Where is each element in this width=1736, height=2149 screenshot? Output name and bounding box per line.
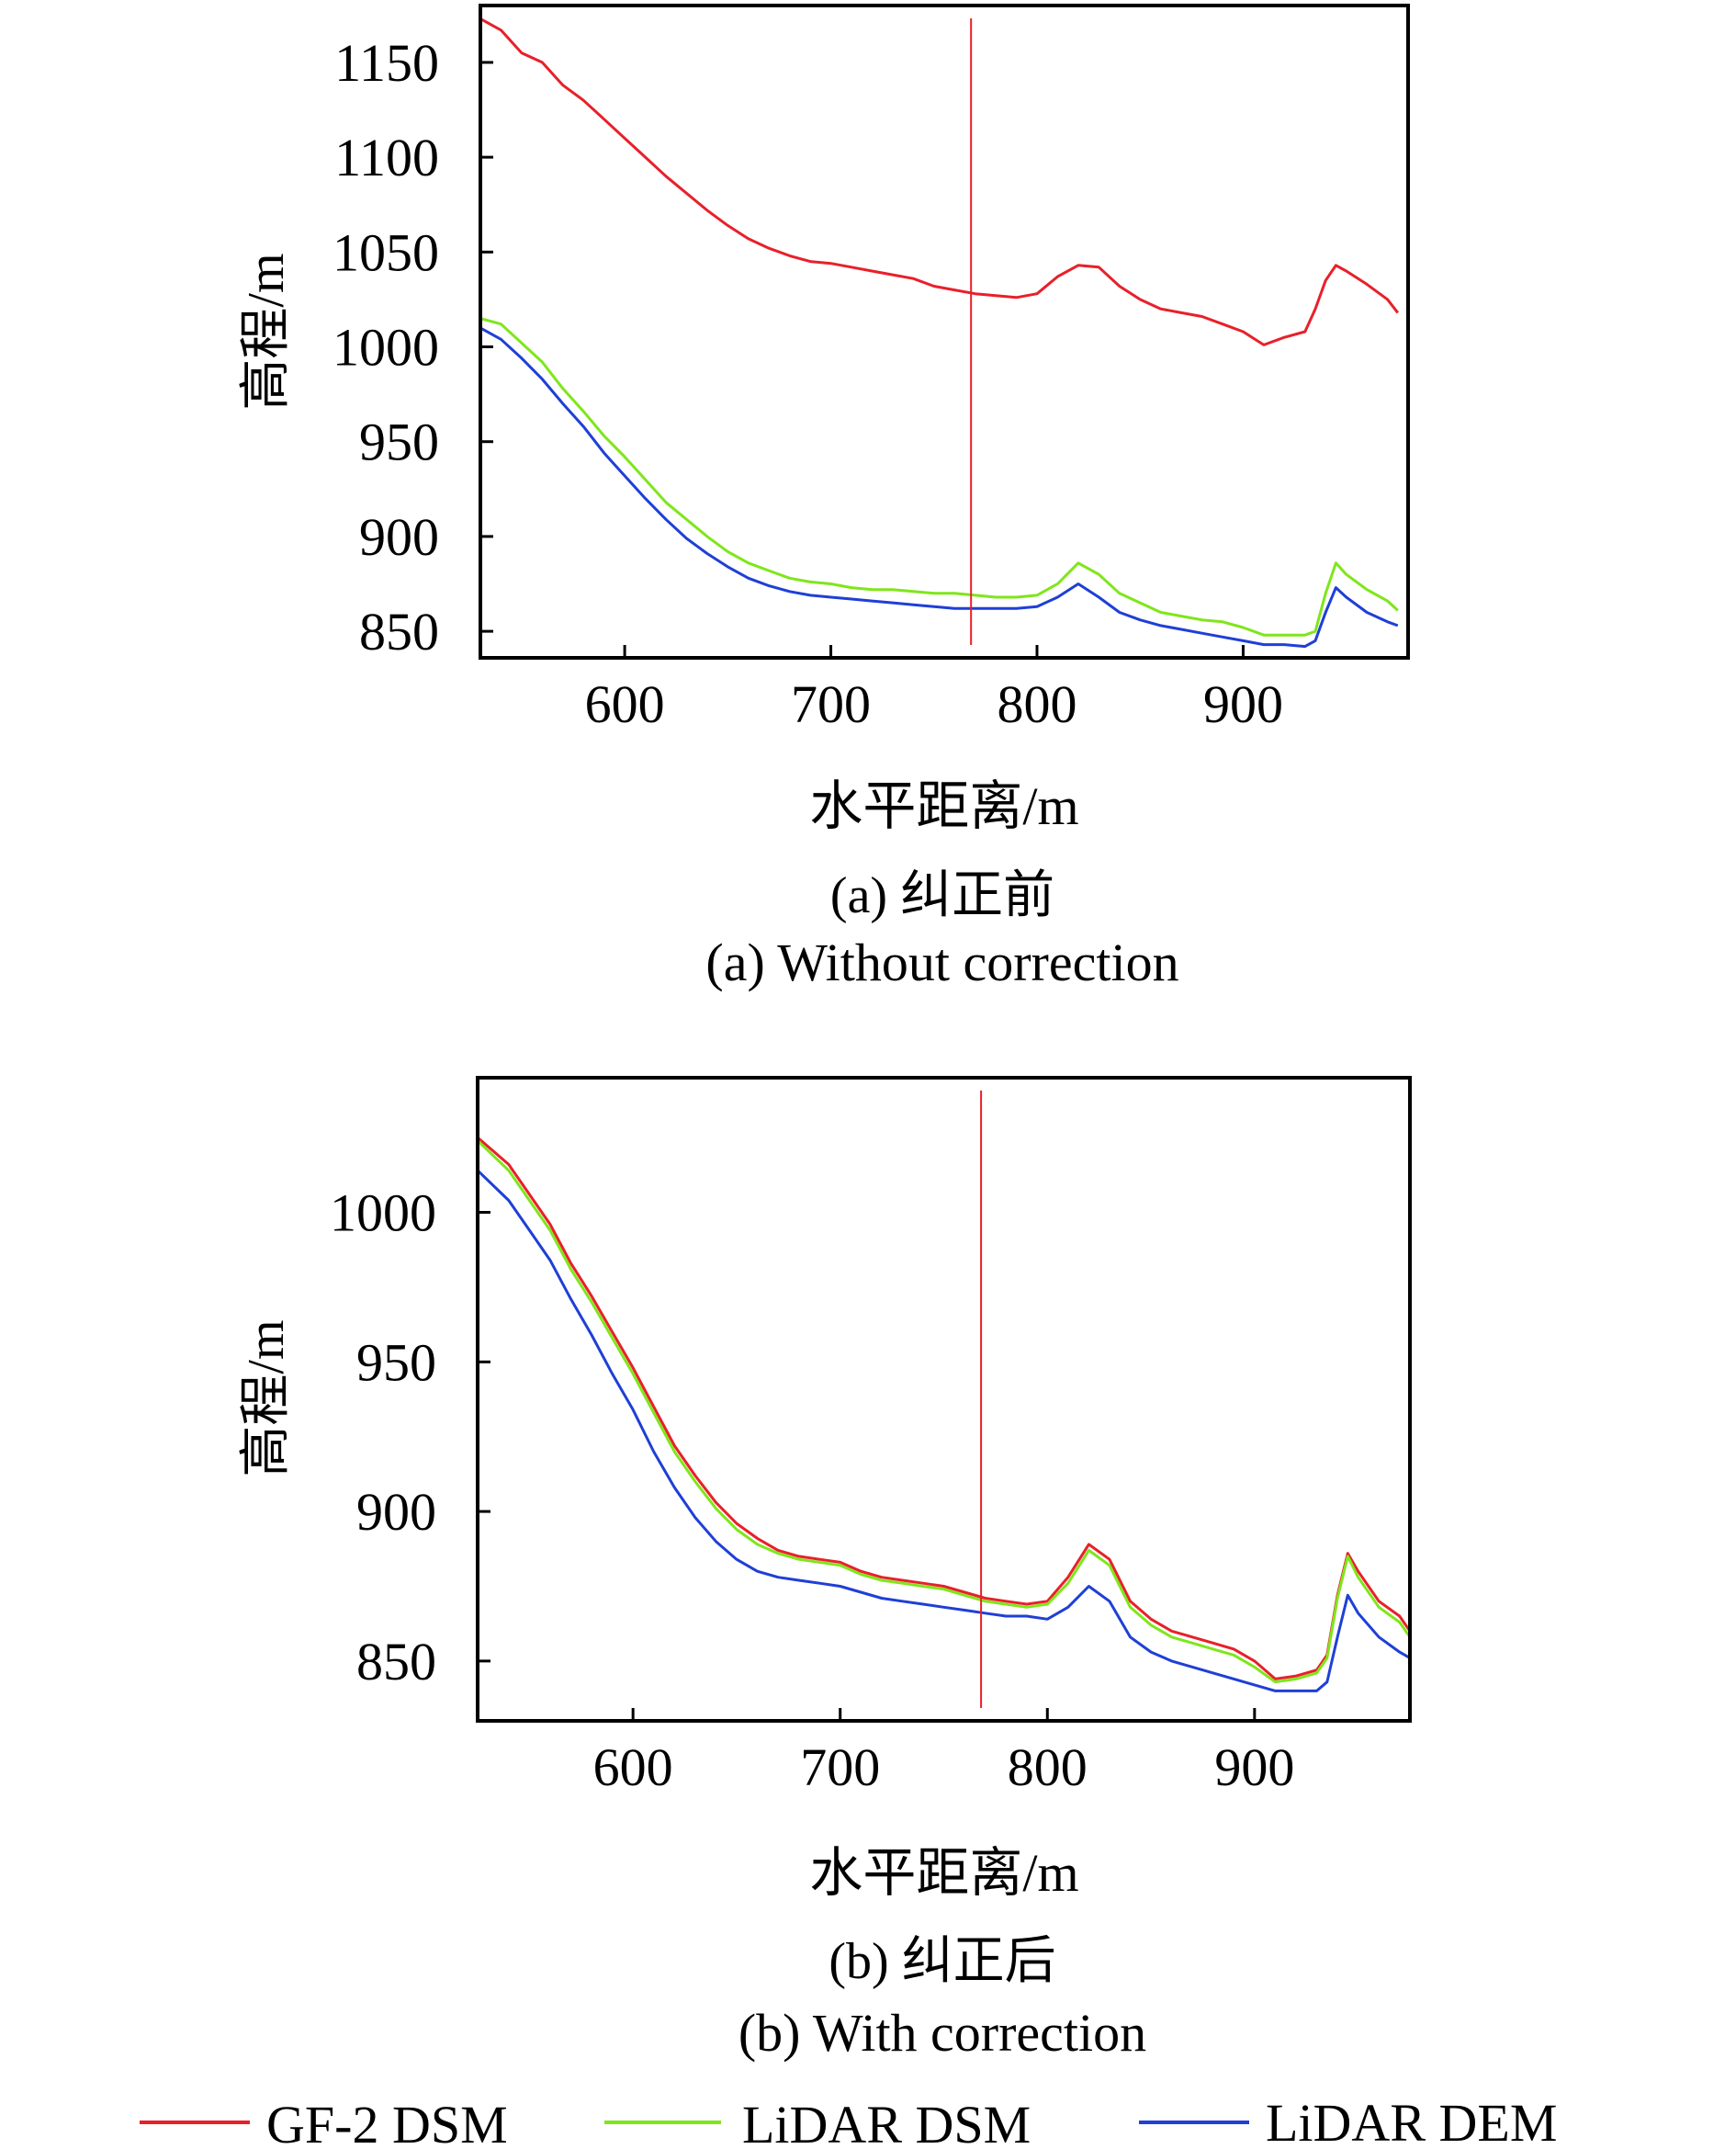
chart-a-y-tick-label-1150: 1150 [334, 33, 439, 93]
chart-panel-a: 600 700 800 900 850 900 950 1000 1050 1100 1150 高程… [238, 4, 1410, 992]
chart-b-caption-en: (b) With correction [738, 2003, 1146, 2063]
chart-panel-b: 600 700 800 900 850 900 950 1000 高程/m 水平距离/m (b… [238, 1076, 1412, 2063]
chart-a-plot-frame [479, 4, 1410, 660]
chart-a-series-gf-2-dsm [479, 17, 1399, 346]
chart-a-y-tick-label-950: 950 [359, 413, 439, 472]
chart-b-y-tick-label-850: 850 [356, 1632, 436, 1691]
legend-label-lidar-dem: LiDAR DEM [1266, 2093, 1557, 2149]
chart-a-y-tick-label-1000: 1000 [333, 318, 439, 378]
chart-a-y-tick-label-1050: 1050 [333, 222, 439, 282]
chart-a-x-tick-label-700: 700 [791, 674, 871, 734]
chart-a-x-tick-label-800: 800 [998, 674, 1077, 734]
chart-b-series [476, 1091, 1412, 1708]
legend-label-gf2-dsm: GF-2 DSM [266, 2095, 508, 2149]
chart-a-y-axis-label: 高程/m [238, 253, 295, 410]
chart-b-y-tick-label-950: 950 [356, 1332, 436, 1392]
chart-a-series-lidar-dsm [479, 317, 1399, 637]
chart-b-series-gf-2-dsm [477, 1136, 1412, 1680]
chart-a-x-axis-label: 水平距离/m [809, 776, 1078, 836]
chart-b-x-tick-label-800: 800 [1008, 1737, 1088, 1797]
chart-b-plot-frame [476, 1076, 1412, 1723]
chart-b-series-lidar-dem [476, 1169, 1411, 1692]
chart-b-y-axis-label: 高程/m [238, 1319, 295, 1476]
chart-a-series [479, 17, 1399, 649]
chart-b-caption-cn: (b) 纠正后 [829, 1933, 1055, 1990]
chart-b-y-tick-label-900: 900 [356, 1482, 436, 1542]
chart-b-series-lidar-dsm [476, 1139, 1412, 1684]
legend-entry-lidar-dem: LiDAR DEM [1139, 2093, 1557, 2149]
legend: GF-2 DSM LiDAR DSM LiDAR DEM [140, 2093, 1557, 2149]
chart-b-ticks: 600 700 800 900 850 900 950 1000 [330, 1183, 1294, 1797]
chart-b-x-tick-label-700: 700 [800, 1737, 880, 1797]
chart-a-ticks: 600 700 800 900 850 900 950 1000 1050 1100 1150 [333, 33, 1283, 734]
chart-a-x-tick-label-600: 600 [585, 674, 665, 734]
chart-a-series-lidar-dem [479, 326, 1399, 649]
chart-a-caption-cn: (a) 纠正前 [830, 867, 1054, 924]
chart-a-x-tick-label-900: 900 [1203, 674, 1283, 734]
legend-label-lidar-dsm: LiDAR DSM [742, 2095, 1031, 2149]
chart-a-y-tick-label-1100: 1100 [334, 128, 439, 187]
chart-a-y-tick-label-900: 900 [359, 507, 439, 567]
chart-b-x-tick-label-600: 600 [593, 1737, 673, 1797]
chart-b-x-axis-label: 水平距离/m [809, 1843, 1078, 1903]
legend-entry-lidar-dsm: LiDAR DSM [604, 2095, 1031, 2149]
chart-b-x-tick-label-900: 900 [1214, 1737, 1294, 1797]
chart-b-y-tick-label-1000: 1000 [330, 1183, 436, 1243]
chart-a-y-tick-label-850: 850 [359, 602, 439, 662]
legend-entry-gf2-dsm: GF-2 DSM [140, 2095, 508, 2149]
chart-a-caption-en: (a) Without correction [705, 933, 1178, 992]
